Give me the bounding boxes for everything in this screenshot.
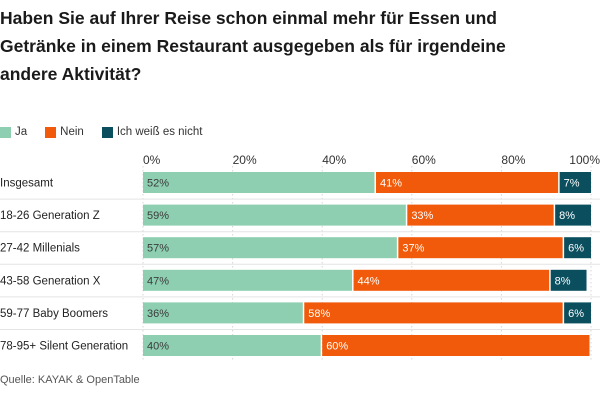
title-line: Getränke in einem Restaurant ausgegeben … (0, 36, 506, 56)
data-label: 41% (380, 178, 402, 190)
bar-segment (143, 204, 406, 226)
bar-segment (559, 172, 591, 193)
legend-swatch-ja (0, 126, 11, 138)
category-label: Insgesamt (0, 178, 54, 190)
title-line: andere Aktivität? (0, 64, 142, 84)
x-tick-label: 40% (322, 153, 346, 167)
legend-item-weiss-nicht: Ich weiß es nicht (101, 126, 203, 138)
x-tick-label: 20% (233, 153, 257, 167)
data-label: 44% (358, 275, 380, 287)
data-label: 36% (147, 308, 169, 320)
source-note: Quelle: KAYAK & OpenTable (0, 374, 140, 386)
legend-swatch-weiss-nicht (101, 126, 113, 138)
category-label: 59-77 Baby Boomers (0, 308, 108, 320)
bar-segment (304, 302, 563, 324)
data-label: 33% (411, 210, 433, 222)
data-label: 57% (147, 243, 169, 255)
data-label: 7% (564, 178, 580, 190)
bar-segment (353, 269, 550, 291)
legend: Ja Nein Ich weiß es nicht (0, 124, 220, 140)
x-tick-label: 80% (501, 153, 525, 167)
legend-swatch-nein (45, 126, 57, 138)
data-label: 6% (568, 308, 584, 320)
x-tick-label: 60% (412, 153, 436, 167)
category-label: 18-26 Generation Z (0, 210, 100, 222)
data-label: 8% (559, 210, 575, 222)
legend-item-ja: Ja (0, 126, 27, 138)
bar-segment (143, 237, 397, 259)
x-tick-label: 100% (569, 153, 600, 167)
bar-segment (407, 204, 554, 226)
bar-segment (143, 172, 375, 193)
bar-segment (564, 237, 591, 259)
data-label: 40% (147, 341, 169, 353)
bar-segment (143, 335, 321, 356)
data-label: 52% (147, 178, 169, 190)
bar-segment (550, 269, 587, 291)
x-tick-label: 0% (143, 153, 161, 167)
category-label: 43-58 Generation X (0, 275, 101, 287)
bar-segment (375, 172, 559, 193)
data-label: 6% (568, 243, 584, 255)
bar-segment (143, 269, 353, 291)
legend-item-nein: Nein (45, 126, 84, 138)
data-label: 59% (147, 210, 169, 222)
legend-label-weiss-nicht: Ich weiß es nicht (116, 126, 203, 138)
bar-segment (564, 302, 591, 324)
bar-segment (143, 302, 303, 324)
bar-segment (398, 237, 563, 259)
data-label: 37% (402, 243, 424, 255)
data-label: 60% (326, 341, 348, 353)
title-line: Haben Sie auf Ihrer Reise schon einmal m… (0, 8, 497, 28)
category-label: 27-42 Millenials (0, 243, 80, 255)
data-label: 47% (147, 275, 169, 287)
data-label: 8% (555, 275, 571, 287)
category-label: 78-95+ Silent Generation (0, 341, 128, 353)
bar-segment (555, 204, 591, 226)
chart-title: Haben Sie auf Ihrer Reise schon einmal m… (0, 4, 600, 88)
legend-label-ja: Ja (15, 126, 28, 138)
legend-label-nein: Nein (60, 126, 84, 138)
data-label: 58% (308, 308, 330, 320)
bar-segment (322, 335, 590, 356)
stacked-bar-chart: 0% 20% 40% 60% 80% 100% Insgesamt 52% 41% 7% 18-26… (0, 153, 600, 360)
